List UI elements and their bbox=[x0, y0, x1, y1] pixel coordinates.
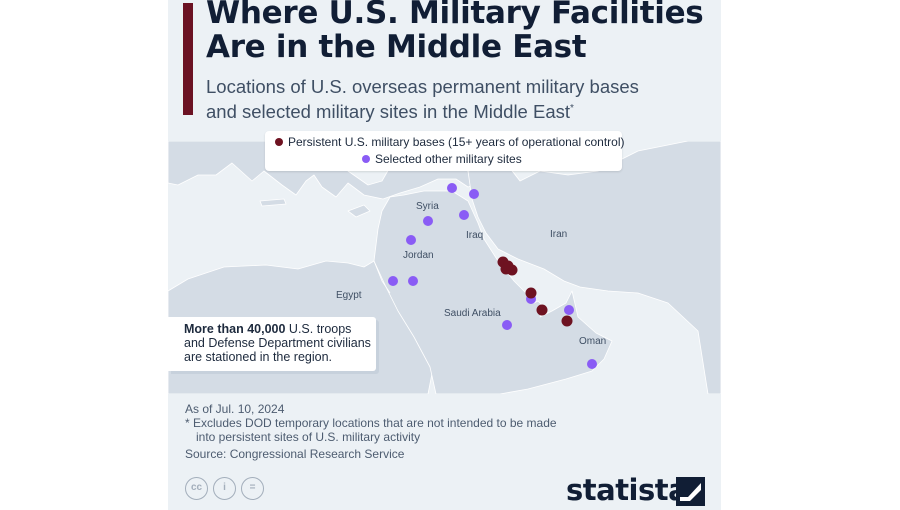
persistent-base-marker bbox=[500, 263, 512, 275]
source-note: Source: Congressional Research Service bbox=[185, 447, 405, 461]
other-site-marker bbox=[408, 276, 418, 286]
legend-item-persistent: Persistent U.S. military bases (15+ year… bbox=[275, 135, 624, 149]
cc-icon[interactable]: cc bbox=[185, 477, 208, 500]
no-derivatives-icon[interactable]: = bbox=[241, 477, 264, 500]
other-site-marker bbox=[388, 276, 398, 286]
persistent-bases-layer bbox=[497, 256, 573, 327]
troops-note: More than 40,000 U.S. troops and Defense… bbox=[168, 317, 376, 371]
other-site-marker bbox=[587, 359, 597, 369]
subtitle: Locations of U.S. overseas permanent mil… bbox=[206, 76, 639, 123]
label-jordan: Jordan bbox=[403, 250, 434, 261]
exclusion-note-line1: * Excludes DOD temporary locations that … bbox=[185, 416, 557, 430]
persistent-base-marker bbox=[536, 304, 548, 316]
other-site-marker bbox=[459, 210, 469, 220]
infographic-card: Where U.S. Military Facilities Are in the… bbox=[168, 0, 721, 510]
other-dot-icon bbox=[362, 155, 370, 163]
statista-logo-mark-icon[interactable] bbox=[676, 477, 705, 506]
label-oman: Oman bbox=[579, 336, 606, 347]
legend-item-other: Selected other military sites bbox=[362, 152, 522, 166]
other-site-marker bbox=[564, 305, 574, 315]
other-site-marker bbox=[423, 216, 433, 226]
other-site-marker bbox=[469, 189, 479, 199]
crete-landmass bbox=[259, 198, 287, 207]
other-site-marker bbox=[502, 320, 512, 330]
iran-landmass bbox=[467, 141, 721, 394]
label-syria: Syria bbox=[416, 201, 439, 212]
persistent-base-marker bbox=[561, 315, 573, 327]
label-iran: Iran bbox=[550, 229, 567, 240]
as-of-date: As of Jul. 10, 2024 bbox=[185, 402, 285, 416]
arabian-peninsula-landmass bbox=[373, 190, 613, 394]
persistent-dot-icon bbox=[275, 138, 283, 146]
map-legend: Persistent U.S. military bases (15+ year… bbox=[265, 131, 624, 171]
page-title: Where U.S. Military Facilities Are in the… bbox=[206, 0, 704, 65]
label-saudi-arabia: Saudi Arabia bbox=[444, 308, 501, 319]
label-egypt: Egypt bbox=[336, 290, 362, 301]
persistent-base-marker bbox=[525, 287, 537, 299]
other-site-marker bbox=[447, 183, 457, 193]
label-iraq: Iraq bbox=[466, 230, 483, 241]
license-icons: cc i = bbox=[185, 477, 269, 500]
statista-logo[interactable]: statista bbox=[566, 473, 688, 507]
other-site-marker bbox=[406, 235, 416, 245]
accent-bar bbox=[183, 3, 193, 115]
other-sites-layer bbox=[388, 183, 597, 369]
cyprus-landmass bbox=[347, 204, 371, 218]
attribution-icon[interactable]: i bbox=[213, 477, 236, 500]
exclusion-note-line2: into persistent sites of U.S. military a… bbox=[196, 430, 421, 444]
